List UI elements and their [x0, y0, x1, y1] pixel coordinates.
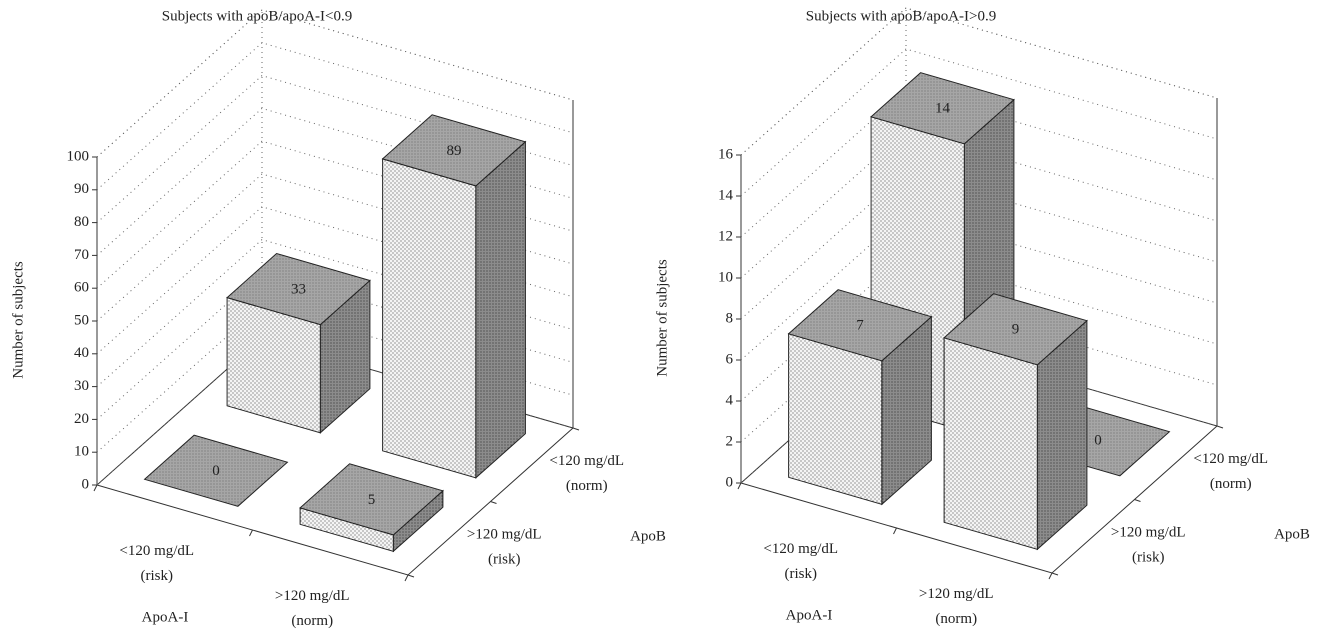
- data-label: 89: [447, 143, 462, 159]
- bar-top-texture: [227, 253, 370, 325]
- data-label: 5: [368, 492, 376, 508]
- z-tick-label: (norm): [566, 478, 608, 494]
- y-tick-label: 60: [74, 280, 89, 296]
- z-tick: [490, 501, 497, 504]
- bar-top-texture: [871, 72, 1014, 144]
- y-tick-label: 10: [74, 444, 89, 460]
- y-tick-label: 80: [74, 214, 89, 230]
- grid-line: [96, 206, 574, 355]
- bar-side-texture: [475, 141, 526, 478]
- grid-line: [96, 173, 574, 322]
- x-tick: [93, 484, 98, 492]
- y-tick-label: 10: [718, 269, 733, 285]
- data-label: 0: [212, 463, 220, 479]
- y-axis-label: Number of subjects: [10, 261, 26, 379]
- y-tick-label: 4: [726, 392, 734, 408]
- bar-side-texture: [320, 280, 370, 433]
- y-tick-label: 50: [74, 312, 89, 328]
- bar-front-texture: [944, 337, 1038, 550]
- y-axis-label: Number of subjects: [654, 259, 670, 377]
- y-tick-label: 0: [82, 476, 90, 492]
- data-label: 7: [856, 318, 864, 334]
- data-label: 14: [935, 101, 951, 117]
- grid-line: [96, 107, 574, 256]
- z-tick: [1134, 499, 1141, 502]
- y-tick-label: 30: [74, 378, 89, 394]
- x-tick-label: >120 mg/dL: [919, 586, 994, 602]
- x-tick: [249, 529, 253, 537]
- x-tick: [893, 527, 897, 535]
- grid-line: [96, 42, 574, 191]
- chart-title: Subjects with apoB/apoA-I<0.9: [162, 8, 353, 24]
- x-tick-label: (risk): [785, 566, 818, 582]
- x-tick-label: <120 mg/dL: [763, 541, 838, 557]
- data-label: 9: [1012, 322, 1020, 338]
- grid-line: [740, 7, 1218, 156]
- z-tick-label: (risk): [488, 552, 521, 568]
- grid-line: [96, 9, 574, 158]
- z-tick: [407, 574, 415, 578]
- z-tick-label: <120 mg/dL: [549, 453, 624, 469]
- z-tick: [572, 427, 580, 431]
- z-tick: [1216, 425, 1224, 429]
- x-tick-label: (norm): [291, 613, 333, 629]
- chart-panel: 0 2 4 6 8 10 12 14 16 Subjects with apoB/apoA-I>0…: [654, 7, 1310, 627]
- x-tick: [737, 482, 742, 490]
- data-label: 33: [291, 281, 306, 297]
- z-tick-label: >120 mg/dL: [1111, 525, 1186, 541]
- x-tick-label: (norm): [935, 611, 977, 627]
- z-tick-label: >120 mg/dL: [467, 527, 542, 543]
- grid-line: [740, 48, 1218, 197]
- x-tick-label: >120 mg/dL: [275, 588, 350, 604]
- data-label: 0: [1094, 433, 1102, 449]
- x-axis-label: ApoA-I: [786, 607, 833, 623]
- z-axis-label: ApoB: [630, 528, 666, 544]
- bar-side-texture: [393, 490, 443, 552]
- bar-side-texture: [881, 316, 932, 505]
- z-tick-label: (norm): [1210, 476, 1252, 492]
- bar-top-texture: [944, 293, 1087, 365]
- bar-front-texture: [300, 507, 394, 552]
- bar-front-texture: [227, 297, 321, 433]
- y-tick-label: 12: [718, 228, 733, 244]
- y-tick-label: 70: [74, 247, 89, 263]
- bar-side-texture: [1037, 320, 1087, 550]
- z-axis-label: ApoB: [1274, 526, 1310, 542]
- bar-top-texture: [382, 114, 526, 186]
- x-tick-label: (risk): [141, 568, 174, 584]
- y-tick-label: 90: [74, 181, 89, 197]
- y-tick-label: 16: [718, 146, 734, 162]
- z-tick-label: <120 mg/dL: [1193, 451, 1268, 467]
- x-axis-label: ApoA-I: [142, 609, 189, 625]
- x-tick: [404, 574, 409, 582]
- grid-line: [96, 140, 574, 289]
- y-tick-label: 100: [67, 148, 90, 164]
- y-tick-label: 0: [726, 474, 734, 490]
- y-tick-label: 40: [74, 345, 89, 361]
- x-tick-label: <120 mg/dL: [119, 543, 194, 559]
- grid-line: [96, 239, 574, 387]
- y-tick-label: 8: [726, 310, 734, 326]
- z-tick-label: (risk): [1132, 550, 1165, 566]
- z-tick: [1051, 572, 1059, 576]
- bar-front-texture: [788, 333, 882, 505]
- bar-front-texture: [382, 158, 476, 478]
- x-tick: [1048, 572, 1053, 580]
- bar-top-texture: [144, 435, 288, 507]
- y-tick-label: 14: [718, 187, 734, 203]
- y-tick-label: 2: [726, 433, 734, 449]
- grid-line: [96, 75, 574, 223]
- bar-top-texture: [788, 289, 932, 361]
- y-tick-label: 20: [74, 411, 89, 427]
- y-tick-label: 6: [726, 351, 734, 367]
- bar-top-texture: [300, 463, 443, 535]
- chart-title: Subjects with apoB/apoA-I>0.9: [806, 8, 997, 24]
